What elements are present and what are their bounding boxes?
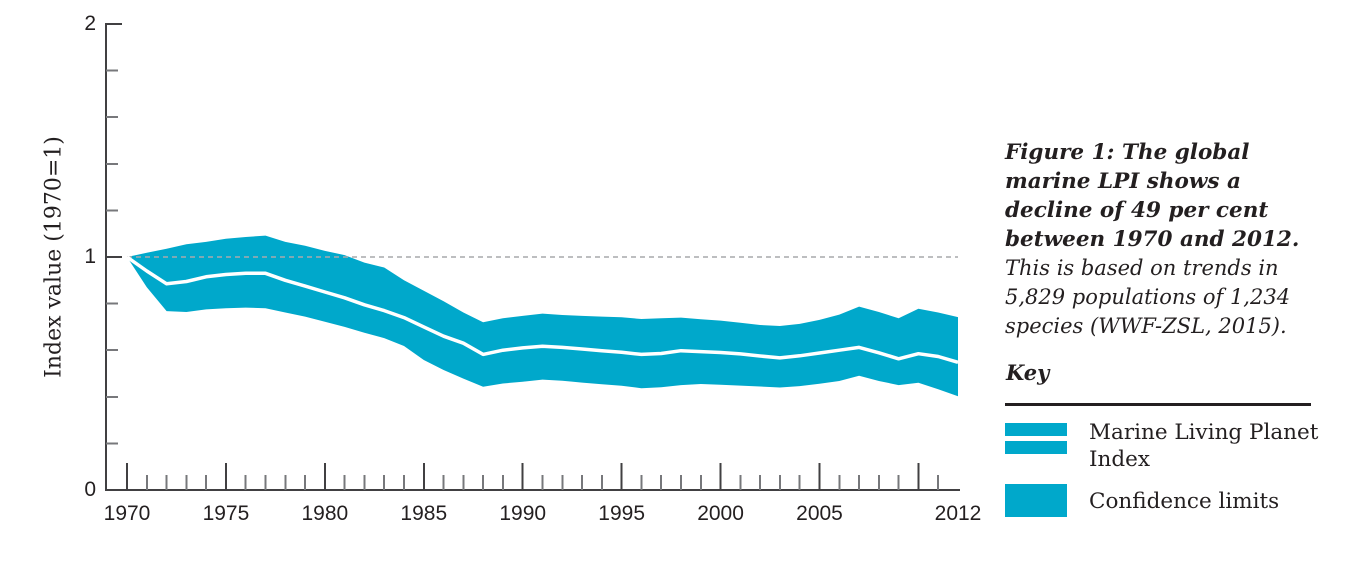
key-heading: Key bbox=[1006, 360, 1050, 385]
x-tick-label-2012: 2012 bbox=[934, 502, 982, 525]
confidence-band bbox=[127, 235, 958, 397]
legend-swatch-confidence-limits bbox=[1005, 484, 1067, 517]
caption-italic-line: 5,829 populations of 1,234 bbox=[1005, 285, 1291, 309]
key-divider-rule bbox=[1005, 403, 1311, 406]
caption-italic-line: species (WWF-ZSL, 2015). bbox=[1005, 314, 1287, 338]
caption-bold-line: decline of 49 per cent bbox=[1005, 198, 1269, 223]
lpi-index-line bbox=[125, 255, 959, 364]
x-tick-label-2005: 2005 bbox=[796, 502, 843, 525]
legend-label-confidence-limits: Confidence limits bbox=[1089, 489, 1280, 514]
x-tick-label-1990: 1990 bbox=[499, 502, 547, 525]
y-tick-label-2: 2 bbox=[84, 12, 96, 35]
y-tick-label-1: 1 bbox=[84, 245, 96, 268]
legend-label-line: Marine Living Planet bbox=[1089, 420, 1319, 445]
caption-bold-line: between 1970 and 2012. bbox=[1005, 227, 1300, 252]
x-tick-label-1975: 1975 bbox=[202, 502, 250, 525]
x-tick-label-1995: 1995 bbox=[598, 502, 645, 525]
x-tick-label-1970: 1970 bbox=[103, 502, 151, 525]
x-tick-label-2000: 2000 bbox=[697, 502, 744, 525]
x-tick-label-1985: 1985 bbox=[400, 502, 448, 525]
legend-swatch-marine-lpi bbox=[1005, 423, 1067, 454]
caption-bold-line: marine LPI shows a bbox=[1005, 169, 1241, 194]
legend-swatch-white-line bbox=[1005, 436, 1067, 441]
x-tick-label-1980: 1980 bbox=[301, 502, 349, 525]
caption-bold-line: Figure 1: The global bbox=[1005, 140, 1250, 165]
y-tick-label-0: 0 bbox=[84, 478, 96, 501]
legend-label-line: Index bbox=[1089, 447, 1150, 472]
legend-label-marine-lpi: Marine Living Planet Index bbox=[1089, 419, 1318, 473]
figure-caption: Figure 1: The global marine LPI shows a … bbox=[1005, 138, 1353, 341]
caption-italic-line: This is based on trends in bbox=[1005, 256, 1279, 280]
